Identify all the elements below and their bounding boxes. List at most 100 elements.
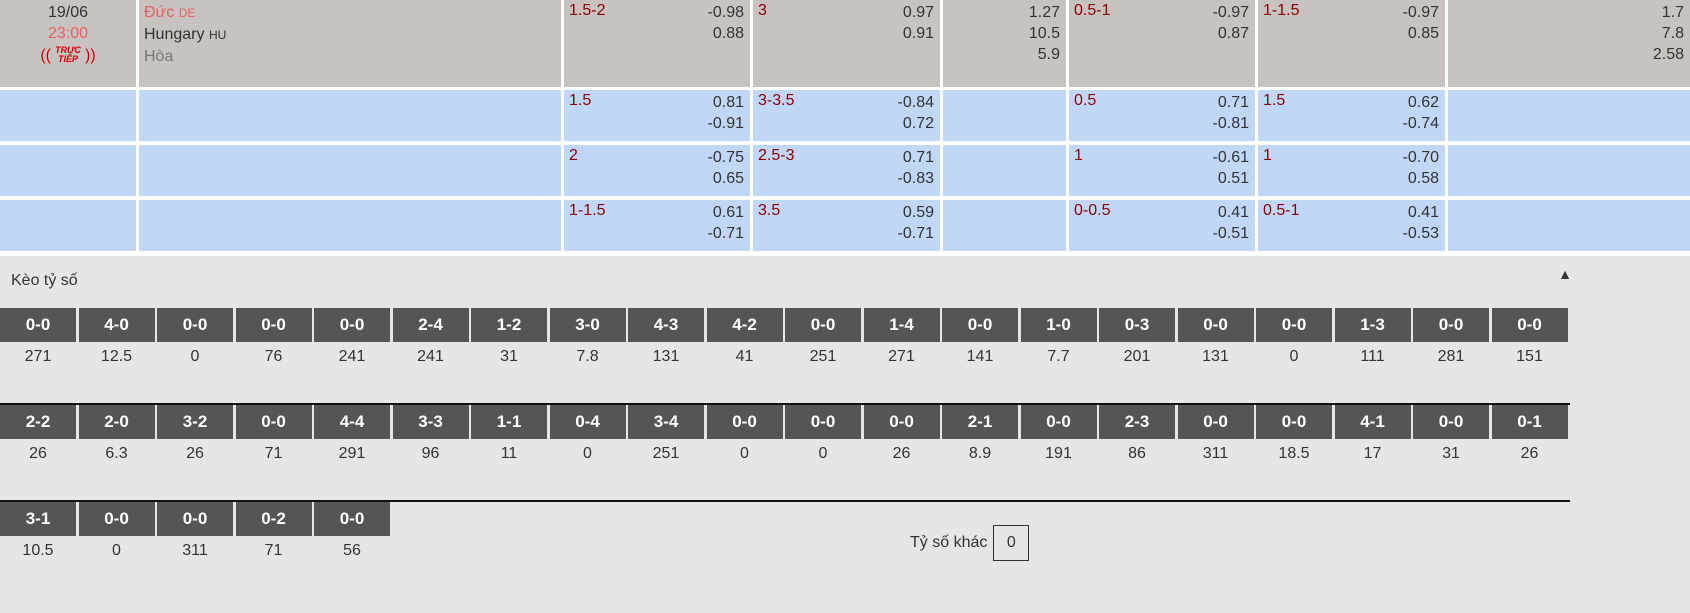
- odds-values[interactable]: -0.98 0.88: [708, 2, 744, 44]
- odds-values[interactable]: 0.59 -0.71: [898, 202, 934, 244]
- score-cell[interactable]: 0-1 26: [1491, 405, 1568, 499]
- odds-value[interactable]: 0.72: [902, 115, 934, 132]
- odds-value[interactable]: 0.59: [902, 204, 934, 221]
- score-odds[interactable]: 26: [29, 445, 47, 462]
- odds-value[interactable]: 0.61: [712, 204, 744, 221]
- score-odds[interactable]: 201: [1123, 348, 1151, 365]
- odds-value[interactable]: 0.51: [1217, 170, 1249, 187]
- score-cell[interactable]: 0-0 271: [0, 308, 76, 402]
- score-cell[interactable]: 2-3 86: [1099, 405, 1175, 499]
- odds-value[interactable]: 1.27: [1028, 4, 1060, 21]
- score-odds[interactable]: 96: [421, 445, 440, 462]
- score-cell[interactable]: 4-0 12.5: [78, 308, 155, 402]
- score-odds[interactable]: 7.7: [1047, 348, 1070, 365]
- odds-values[interactable]: 0.61 -0.71: [708, 202, 744, 244]
- odds-value[interactable]: 0.71: [902, 149, 934, 166]
- score-cell[interactable]: 4-2 41: [706, 308, 783, 402]
- odds-value[interactable]: 0.87: [1217, 25, 1249, 42]
- score-odds[interactable]: 251: [809, 348, 837, 365]
- odds-value[interactable]: -0.75: [707, 149, 744, 166]
- score-odds[interactable]: 12.5: [100, 348, 133, 365]
- odds-value[interactable]: -0.51: [1212, 225, 1249, 242]
- odds-value[interactable]: -0.71: [897, 225, 934, 242]
- odds-values[interactable]: -0.61 0.51: [1213, 147, 1249, 189]
- score-odds[interactable]: 281: [1437, 348, 1465, 365]
- score-cell[interactable]: 4-3 131: [628, 308, 704, 402]
- score-odds[interactable]: 0: [740, 445, 749, 462]
- score-odds[interactable]: 8.9: [968, 445, 992, 462]
- score-odds[interactable]: 10.5: [22, 542, 54, 559]
- score-cell[interactable]: 0-0 71: [235, 405, 312, 499]
- odds-values[interactable]: 0.71 -0.83: [898, 147, 934, 189]
- odds-value[interactable]: 2.58: [1652, 46, 1684, 63]
- odds-value[interactable]: 0.85: [1407, 25, 1439, 42]
- odds-values[interactable]: 0.71 -0.81: [1213, 92, 1249, 134]
- odds-value[interactable]: -0.91: [707, 115, 744, 132]
- score-cell[interactable]: 3-0 7.8: [549, 308, 626, 402]
- odds-value[interactable]: -0.53: [1402, 225, 1439, 242]
- score-cell[interactable]: 0-0 191: [1020, 405, 1097, 499]
- score-odds[interactable]: 71: [264, 542, 283, 559]
- score-odds[interactable]: 26: [892, 445, 911, 462]
- score-cell[interactable]: 2-4 241: [392, 308, 469, 402]
- score-cell[interactable]: 0-0 0: [785, 405, 861, 499]
- score-odds[interactable]: 241: [338, 348, 366, 365]
- score-odds[interactable]: 311: [1202, 445, 1229, 462]
- odds-values[interactable]: -0.75 0.65: [708, 147, 744, 189]
- score-cell[interactable]: 0-0 151: [1491, 308, 1568, 402]
- score-odds[interactable]: 111: [1360, 348, 1385, 365]
- score-odds[interactable]: 0: [1289, 348, 1299, 365]
- odds-value[interactable]: 0.71: [1217, 94, 1249, 111]
- score-odds[interactable]: 0: [112, 542, 121, 559]
- odds-value[interactable]: 10.5: [1028, 25, 1060, 42]
- odds-value[interactable]: 7.8: [1661, 25, 1684, 42]
- collapse-triangle-icon[interactable]: ▲: [1558, 266, 1572, 282]
- odds-values[interactable]: 0.41 -0.53: [1403, 202, 1439, 244]
- odds-value[interactable]: 1.7: [1661, 4, 1684, 21]
- score-odds[interactable]: 0: [190, 348, 200, 365]
- score-cell[interactable]: 4-4 291: [314, 405, 390, 499]
- score-odds[interactable]: 241: [417, 348, 444, 365]
- score-cell[interactable]: 0-0 0: [1256, 308, 1332, 402]
- score-cell[interactable]: 0-0 141: [942, 308, 1018, 402]
- score-cell[interactable]: 0-0 0: [157, 308, 233, 402]
- score-cell[interactable]: 0-0 76: [235, 308, 312, 402]
- odds-values[interactable]: 1.27 10.5 5.9: [1029, 2, 1060, 65]
- odds-value[interactable]: 0.58: [1407, 170, 1439, 187]
- score-odds[interactable]: 251: [652, 445, 680, 462]
- score-cell[interactable]: 0-0 56: [314, 502, 390, 596]
- odds-value[interactable]: -0.70: [1402, 149, 1439, 166]
- odds-values[interactable]: 0.97 0.91: [903, 2, 934, 44]
- score-cell[interactable]: 0-0 241: [314, 308, 390, 402]
- score-cell[interactable]: 2-2 26: [0, 405, 76, 499]
- odds-value[interactable]: 0.81: [712, 94, 744, 111]
- score-cell[interactable]: 0-2 71: [235, 502, 312, 596]
- odds-values[interactable]: -0.70 0.58: [1403, 147, 1439, 189]
- odds-value[interactable]: 0.91: [902, 25, 934, 42]
- odds-value[interactable]: 0.65: [712, 170, 744, 187]
- score-odds[interactable]: 151: [1516, 348, 1543, 365]
- score-odds[interactable]: 56: [343, 542, 361, 559]
- score-odds[interactable]: 131: [652, 348, 680, 365]
- odds-value[interactable]: -0.74: [1402, 115, 1439, 132]
- score-odds[interactable]: 31: [500, 348, 518, 365]
- score-cell[interactable]: 2-1 8.9: [942, 405, 1018, 499]
- score-odds[interactable]: 311: [182, 542, 208, 559]
- score-cell[interactable]: 3-3 96: [392, 405, 469, 499]
- score-cell[interactable]: 1-4 271: [863, 308, 940, 402]
- odds-value[interactable]: -0.71: [707, 225, 744, 242]
- odds-value[interactable]: -0.97: [1212, 4, 1249, 21]
- score-odds[interactable]: 71: [264, 445, 283, 462]
- score-odds[interactable]: 271: [888, 348, 915, 365]
- odds-value[interactable]: -0.98: [707, 4, 744, 21]
- score-odds[interactable]: 31: [1442, 445, 1460, 462]
- score-odds[interactable]: 26: [186, 445, 204, 462]
- score-cell[interactable]: 3-2 26: [157, 405, 233, 499]
- score-cell[interactable]: 1-0 7.7: [1020, 308, 1097, 402]
- other-score-value[interactable]: 0: [993, 525, 1030, 561]
- odds-value[interactable]: -0.81: [1212, 115, 1249, 132]
- score-odds[interactable]: 18.5: [1278, 445, 1310, 462]
- odds-values[interactable]: 0.62 -0.74: [1403, 92, 1439, 134]
- score-odds[interactable]: 141: [966, 348, 994, 365]
- score-cell[interactable]: 0-0 0: [78, 502, 155, 596]
